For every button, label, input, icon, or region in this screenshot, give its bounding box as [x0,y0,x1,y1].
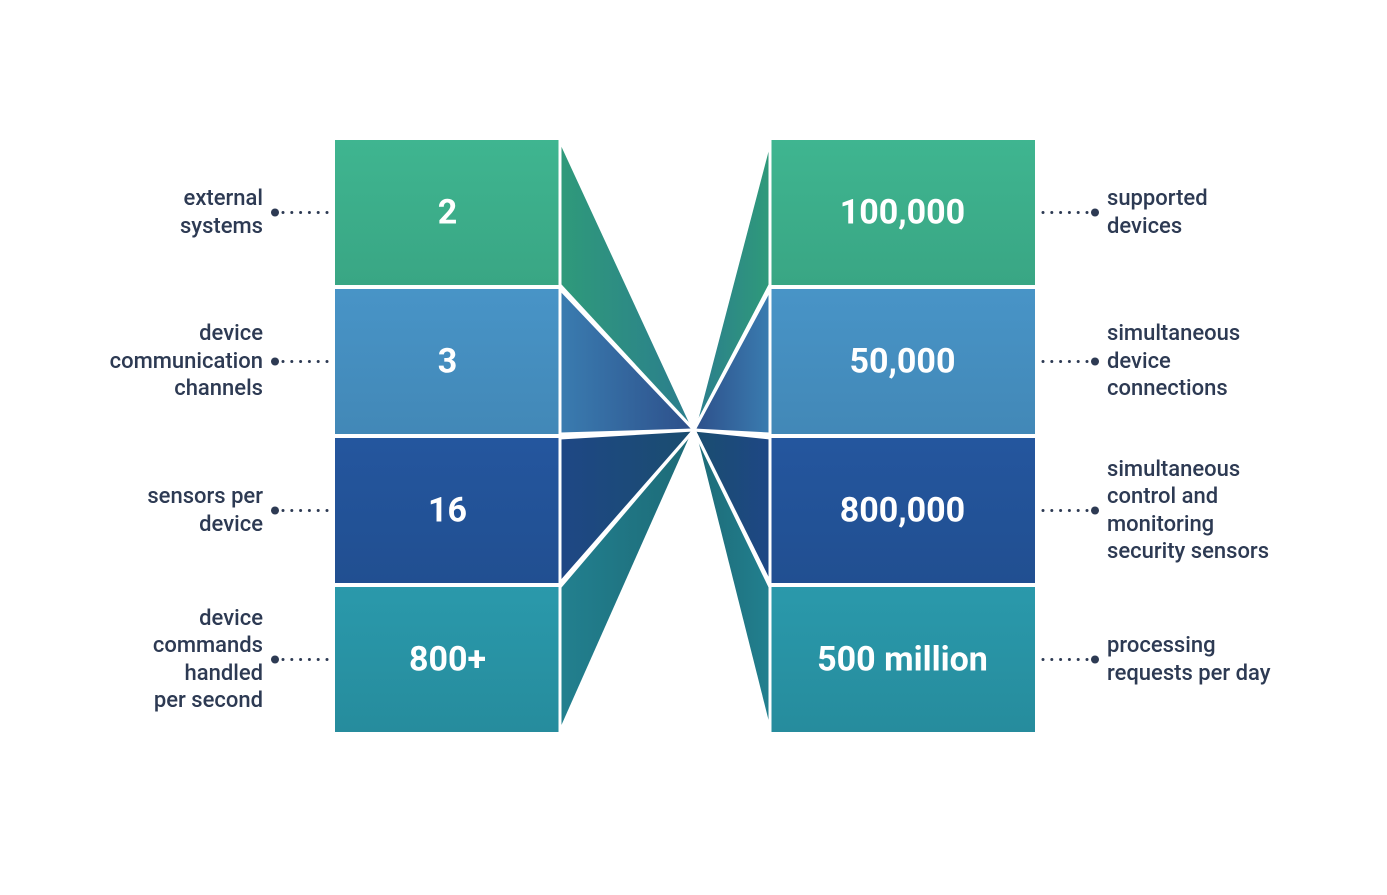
left-value-2: 16 [428,491,467,531]
diagram-svg: 2 100,000 3 50,000 16 800,000 800+ 500 million [0,0,1387,895]
right-connector-dot-0 [1091,209,1099,217]
right-connector-dot-2 [1091,507,1099,515]
right-label-0: supporteddevices [1107,185,1367,240]
left-label-2: sensors perdevice [43,483,263,538]
right-label-2: simultaneouscontrol andmonitoringsecurit… [1107,456,1367,566]
right-value-1: 50,000 [850,342,956,382]
right-value-2: 800,000 [840,491,965,531]
left-connector-dot-2 [271,507,279,515]
left-connector-dot-1 [271,358,279,366]
right-label-3: processingrequests per day [1107,632,1367,687]
right-connector-dot-3 [1091,656,1099,664]
left-value-0: 2 [438,193,458,233]
right-label-1: simultaneousdeviceconnections [1107,320,1367,403]
infographic-container: 2100,000350,00016800,000800+500 million … [0,0,1387,895]
left-connector-dot-3 [271,656,279,664]
left-connector-dot-0 [271,209,279,217]
left-value-3: 800+ [409,640,486,680]
left-label-3: devicecommandshandledper second [43,605,263,715]
left-value-1: 3 [438,342,458,382]
right-value-3: 500 million [817,640,988,680]
right-value-0: 100,000 [840,193,965,233]
left-label-1: devicecommunicationchannels [43,320,263,403]
right-connector-dot-1 [1091,358,1099,366]
left-label-0: externalsystems [43,185,263,240]
